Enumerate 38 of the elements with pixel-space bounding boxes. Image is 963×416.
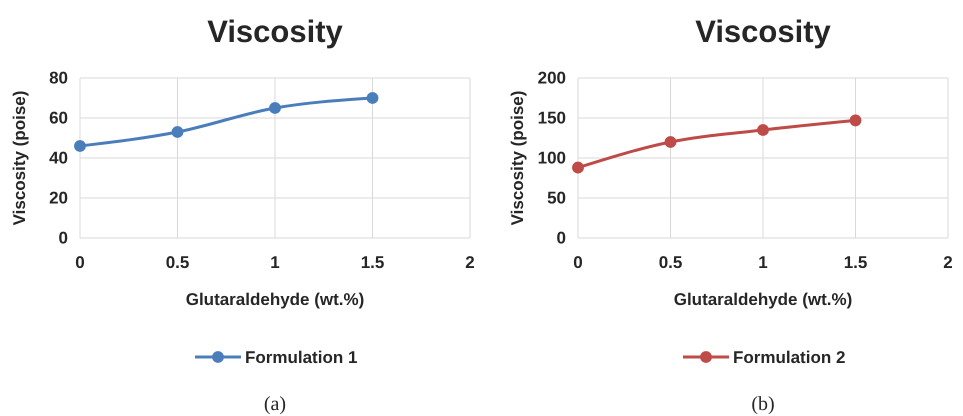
x-tick-label: 0 <box>75 253 85 272</box>
y-tick-label: 40 <box>49 148 68 168</box>
point <box>366 92 378 104</box>
y-axis-title: Viscosity (poise) <box>508 90 527 226</box>
y-tick-label: 150 <box>538 108 566 128</box>
y-tick-label: 80 <box>49 68 68 88</box>
y-tick-label: 0 <box>556 228 566 248</box>
y-tick-label: 0 <box>58 228 68 248</box>
y-tick-label: 20 <box>49 188 68 208</box>
x-tick-label: 0.5 <box>658 253 682 272</box>
x-tick-label: 0.5 <box>166 253 190 272</box>
point <box>757 124 769 136</box>
x-axis-title: Glutaraldehyde (wt.%) <box>674 290 852 309</box>
point <box>74 140 86 152</box>
x-tick-label: 0 <box>573 253 583 272</box>
text: (a) <box>264 393 286 415</box>
point <box>269 102 281 114</box>
x-tick-label: 1 <box>270 253 280 272</box>
y-tick-label: 60 <box>49 108 68 128</box>
chart-title: Viscosity <box>695 14 832 49</box>
x-tick-label: 1 <box>758 253 768 272</box>
y-tick-label: 50 <box>547 188 566 208</box>
point <box>664 136 676 148</box>
y-tick-label: 200 <box>538 68 566 88</box>
point <box>850 114 862 126</box>
x-tick-label: 1.5 <box>360 253 384 272</box>
x-tick-label: 2 <box>943 253 953 272</box>
y-axis-title: Viscosity (poise) <box>10 90 29 226</box>
chart-title: Viscosity <box>207 14 344 49</box>
x-axis-title: Glutaraldehyde (wt.%) <box>186 290 364 309</box>
point <box>172 126 184 138</box>
y-tick-label: 100 <box>538 148 566 168</box>
x-tick-label: 2 <box>465 253 475 272</box>
text: (b) <box>751 393 775 415</box>
legend-label: Formulation 2 <box>733 348 846 367</box>
point <box>572 162 584 174</box>
x-tick-label: 1.5 <box>844 253 868 272</box>
legend-label: Formulation 1 <box>245 348 358 367</box>
